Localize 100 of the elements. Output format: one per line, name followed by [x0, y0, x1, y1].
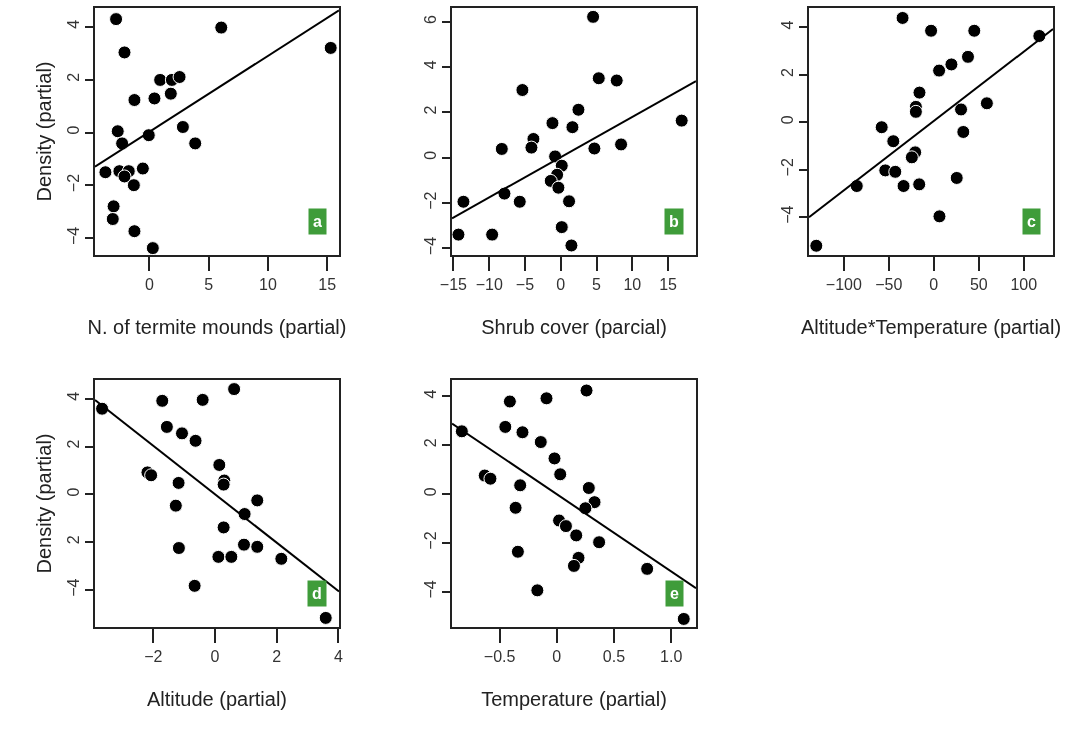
annotation: b — [669, 213, 679, 230]
point — [485, 227, 500, 242]
point — [512, 194, 527, 209]
point — [895, 10, 910, 25]
y-tick-label: 4 — [421, 60, 439, 70]
point — [147, 91, 162, 106]
x-axis-title: N. of termite mounds (partial) — [87, 316, 347, 339]
point — [949, 170, 964, 185]
point — [227, 382, 242, 397]
y-axis-title: Density (partial) — [32, 61, 55, 202]
x-tick-label: 0.5 — [602, 648, 626, 666]
point — [212, 457, 227, 472]
point — [562, 194, 577, 209]
y-axis-title: Density (partial) — [32, 433, 55, 574]
point — [676, 611, 691, 626]
x-tick-label: −5 — [515, 276, 535, 294]
annotation: d — [312, 585, 322, 602]
y-tick-label: −2 — [64, 173, 82, 193]
y-tick-label: 2 — [64, 535, 82, 545]
point — [98, 165, 113, 180]
point — [250, 493, 265, 508]
point — [586, 9, 601, 24]
y-tick-label: 4 — [64, 19, 82, 29]
point — [117, 169, 132, 184]
x-tick-label: −0.5 — [483, 648, 516, 666]
y-tick-label: −2 — [778, 158, 796, 177]
point — [924, 23, 939, 38]
x-tick-label: 1.0 — [660, 648, 683, 666]
point — [587, 141, 602, 156]
point — [168, 498, 183, 513]
x-axis-title: Altitude (partial) — [146, 688, 288, 711]
point — [566, 558, 581, 573]
point — [956, 124, 971, 139]
point — [175, 120, 190, 134]
point — [126, 178, 141, 193]
point — [545, 116, 560, 131]
point — [456, 194, 471, 209]
point — [498, 419, 513, 434]
point — [494, 141, 509, 156]
point — [483, 471, 498, 486]
point — [172, 70, 187, 85]
x-tick-label: 0 — [556, 276, 566, 294]
point — [569, 528, 584, 543]
point — [530, 583, 545, 598]
point — [117, 45, 132, 60]
point — [171, 541, 186, 556]
y-tick-label: −4 — [64, 578, 82, 597]
x-axis-title: Altitude*Temperature (partial) — [800, 316, 1062, 339]
y-tick-label: −2 — [421, 191, 439, 210]
x-tick-label: −100 — [825, 276, 862, 294]
point — [524, 140, 539, 155]
y-tick-label: 2 — [778, 67, 796, 77]
y-tick-label: 0 — [778, 115, 796, 125]
point — [508, 500, 523, 515]
point — [155, 393, 170, 408]
point — [145, 241, 160, 256]
point — [515, 83, 530, 98]
x-tick-label: 15 — [659, 276, 678, 294]
y-tick-label: 4 — [778, 20, 796, 30]
point — [912, 85, 927, 100]
x-tick-label: 4 — [333, 648, 343, 666]
x-tick-label: 0 — [145, 276, 155, 294]
y-tick-label: −4 — [64, 226, 82, 246]
point — [237, 537, 251, 552]
point — [216, 520, 231, 535]
x-tick-label: 5 — [592, 276, 602, 294]
point — [551, 180, 566, 195]
point — [110, 124, 125, 139]
point — [564, 238, 579, 253]
x-tick-label: 10 — [623, 276, 642, 294]
point — [558, 519, 573, 534]
x-tick-label: −2 — [144, 648, 163, 666]
x-axis-title: Temperature (partial) — [481, 688, 667, 711]
point — [175, 426, 189, 441]
point — [565, 120, 580, 135]
y-tick-label: 2 — [64, 439, 82, 449]
point — [127, 93, 142, 108]
x-tick-label: 0 — [210, 648, 220, 666]
x-tick-label: 50 — [969, 276, 988, 294]
point — [109, 12, 124, 27]
x-tick-label: 10 — [259, 276, 277, 294]
point — [318, 610, 333, 625]
point — [224, 549, 239, 564]
x-tick-label: 2 — [272, 648, 282, 666]
point — [274, 551, 289, 566]
point — [960, 49, 975, 64]
x-tick-label: 0 — [929, 276, 939, 294]
annotation: a — [313, 213, 322, 230]
point — [187, 578, 202, 593]
point — [153, 72, 168, 87]
point — [502, 394, 517, 409]
y-tick-label: −2 — [421, 531, 439, 550]
x-tick-label: 15 — [318, 276, 337, 294]
point — [216, 477, 231, 492]
y-tick-label: 4 — [64, 391, 82, 401]
x-tick-label: −10 — [475, 276, 503, 294]
y-tick-label: −4 — [421, 580, 439, 599]
y-tick-label: 0 — [421, 150, 439, 160]
point — [592, 535, 607, 550]
y-tick-label: 2 — [64, 72, 82, 82]
